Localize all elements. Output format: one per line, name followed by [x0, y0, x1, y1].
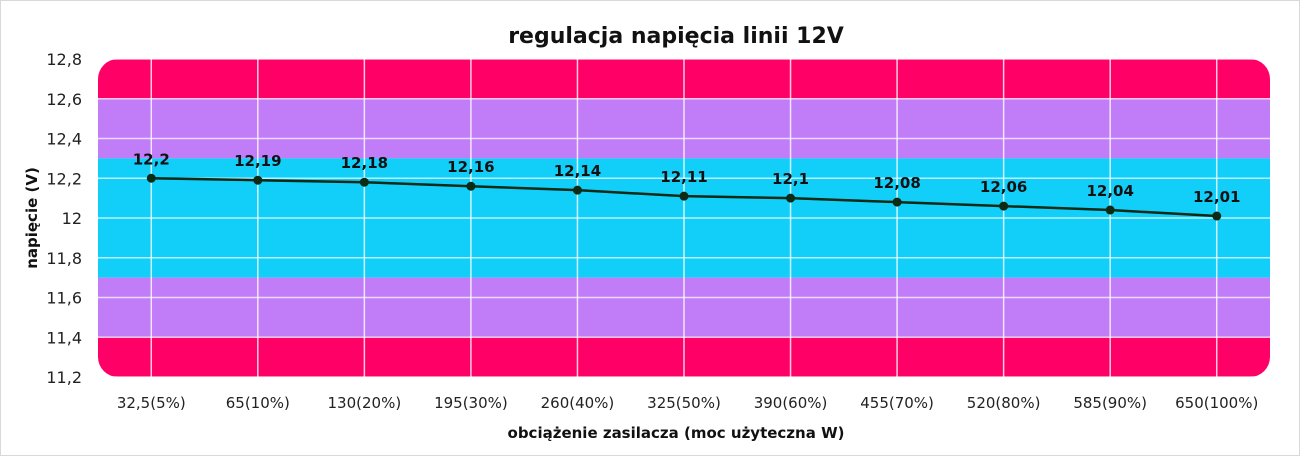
- y-tick-label: 11,6: [46, 289, 82, 308]
- data-label: 12,19: [234, 152, 281, 170]
- x-tick-label: 455(70%): [860, 394, 934, 412]
- y-tick-label: 11,4: [46, 328, 82, 347]
- data-label: 12,08: [873, 174, 920, 192]
- data-point: [892, 197, 902, 207]
- chart-title: regulacja napięcia linii 12V: [508, 24, 844, 49]
- x-tick-label: 195(30%): [434, 394, 508, 412]
- x-tick-label: 325(50%): [647, 394, 721, 412]
- data-label: 12,06: [980, 178, 1027, 196]
- y-tick-label: 12,6: [46, 90, 82, 109]
- data-label: 12,16: [447, 158, 494, 176]
- data-point: [679, 191, 689, 201]
- data-label: 12,1: [772, 170, 809, 188]
- data-point: [253, 175, 263, 185]
- data-point: [359, 177, 369, 187]
- data-point: [466, 181, 476, 191]
- data-label: 12,11: [660, 168, 707, 186]
- x-tick-label: 585(90%): [1073, 394, 1147, 412]
- x-tick-label: 260(40%): [541, 394, 615, 412]
- x-tick-label: 130(20%): [328, 394, 402, 412]
- y-tick-label: 12,8: [46, 50, 82, 69]
- y-tick-label: 12,4: [46, 130, 82, 149]
- data-label: 12,01: [1193, 188, 1240, 206]
- data-label: 12,04: [1086, 182, 1133, 200]
- data-point: [786, 193, 796, 203]
- y-tick-label: 12: [62, 209, 82, 228]
- x-tick-label: 520(80%): [967, 394, 1041, 412]
- x-tick-label: 390(60%): [754, 394, 828, 412]
- x-tick-label: 32,5(5%): [117, 394, 186, 412]
- data-point: [572, 185, 582, 195]
- y-tick-label: 11,2: [46, 368, 82, 387]
- x-tick-label: 650(100%): [1175, 394, 1258, 412]
- data-label: 12,18: [341, 154, 388, 172]
- data-point: [1105, 205, 1115, 215]
- y-tick-label: 11,8: [46, 249, 82, 268]
- x-tick-label: 65(10%): [226, 394, 290, 412]
- y-tick-label: 12,2: [46, 169, 82, 188]
- data-label: 12,2: [133, 150, 170, 168]
- x-axis-label: obciążenie zasilacza (moc użyteczna W): [508, 424, 845, 442]
- data-point: [146, 173, 156, 183]
- data-point: [1212, 211, 1222, 221]
- y-axis-label: napięcie (V): [23, 167, 41, 269]
- data-point: [999, 201, 1009, 211]
- data-label: 12,14: [554, 162, 601, 180]
